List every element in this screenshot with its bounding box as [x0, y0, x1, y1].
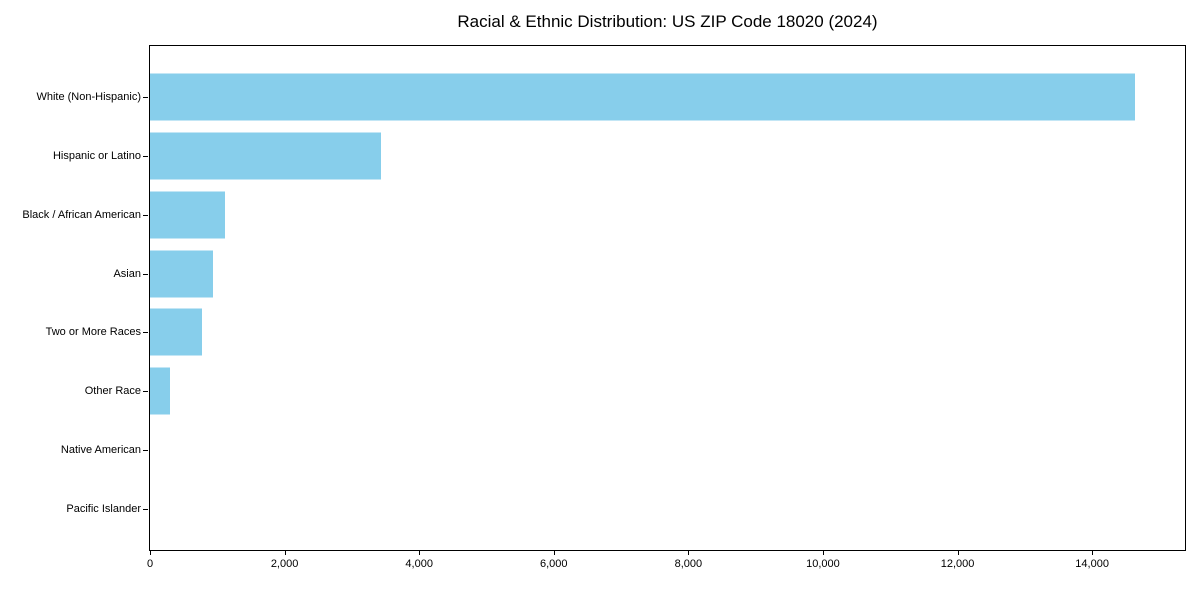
bar-row: Two or More Races: [46, 303, 1185, 362]
x-axis-tick-label: 0: [146, 558, 154, 570]
bar: [150, 250, 213, 298]
y-axis-tick-mark: [143, 273, 148, 275]
x-axis-tick-label: 8,000: [674, 558, 703, 570]
bar: [150, 132, 382, 180]
x-axis-tick-label: 6,000: [540, 558, 568, 570]
y-axis-tick-mark: [143, 156, 148, 158]
bar-row: White (Non-Hispanic): [36, 68, 1185, 127]
x-axis-tick-label: 14,000: [1075, 558, 1109, 570]
y-axis-tick-mark: [143, 449, 148, 451]
x-axis-tick-mark: [284, 550, 286, 555]
chart-title: Racial & Ethnic Distribution: US ZIP Cod…: [457, 12, 878, 31]
bar: [150, 367, 171, 415]
x-axis-tick-label: 10,000: [806, 558, 840, 570]
x-axis-tick-label: 4,000: [405, 558, 433, 570]
bar-row: Native American: [61, 421, 1185, 480]
bar-row: Other Race: [85, 362, 1185, 421]
x-axis-tick-mark: [553, 550, 555, 555]
y-axis-tick-mark: [143, 332, 148, 334]
x-axis-tick-label: 12,000: [940, 558, 975, 570]
bar-row: Hispanic or Latino: [53, 127, 1185, 186]
plot-area: White (Non-Hispanic) Hispanic or Latino Bl…: [22, 45, 1186, 570]
bar: [150, 191, 225, 239]
y-axis-category-label: Other Race: [84, 385, 141, 398]
x-axis-tick-mark: [822, 550, 824, 555]
y-axis-category-label: Asian: [113, 267, 141, 280]
bar-row: Asian: [113, 244, 1185, 303]
x-axis-tick-label: 2,000: [270, 558, 299, 570]
x-axis-tick-mark: [419, 550, 421, 555]
bars-container: White (Non-Hispanic) Hispanic or Latino Bl…: [22, 68, 1185, 538]
y-axis-category-label: Black / African American: [22, 208, 141, 221]
bar-row: Pacific Islander: [66, 479, 1185, 538]
y-axis-tick-mark: [143, 97, 148, 99]
bar-row: Black / African American: [22, 186, 1185, 245]
y-axis-category-label: Native American: [60, 443, 141, 456]
y-axis-category-label: White (Non-Hispanic): [36, 91, 141, 104]
x-axis-tick-mark: [1092, 550, 1094, 555]
y-axis-tick-mark: [143, 508, 148, 510]
bar: [150, 73, 1136, 121]
y-axis-tick-mark: [143, 214, 148, 216]
x-axis-tick-mark: [150, 550, 151, 555]
bar: [150, 308, 202, 356]
y-axis-tick-mark: [143, 391, 148, 393]
y-axis-category-label: Hispanic or Latino: [52, 150, 141, 163]
y-axis-category-label: Two or More Races: [45, 326, 141, 339]
x-axis-tick-mark: [957, 550, 959, 555]
y-axis-category-label: Pacific Islander: [66, 502, 141, 515]
x-axis-tick-mark: [688, 550, 690, 555]
